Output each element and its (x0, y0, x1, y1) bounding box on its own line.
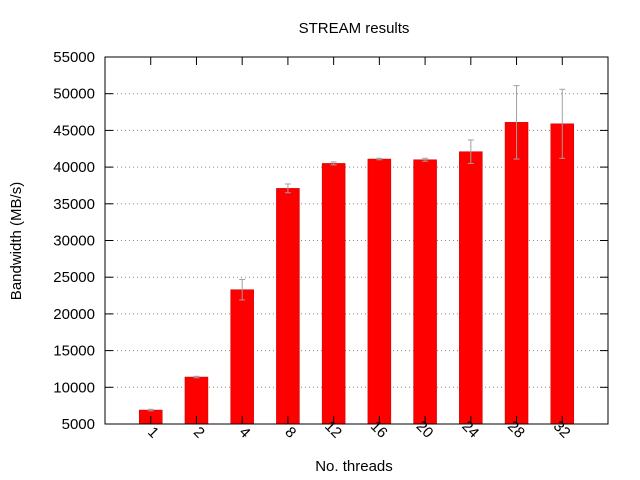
y-tick-label: 55000 (53, 49, 95, 66)
x-tick-label: 1 (144, 424, 162, 442)
bar (459, 151, 483, 425)
plot-frame (104, 56, 609, 425)
x-axis-label: No. threads (315, 458, 393, 475)
bar (276, 188, 300, 425)
y-tick-label: 25000 (53, 269, 95, 286)
error-bars (147, 85, 566, 412)
x-tick-label: 8 (281, 424, 299, 442)
y-tick-label: 10000 (53, 379, 95, 396)
bar (230, 289, 254, 425)
bars (138, 122, 575, 425)
grid-lines (105, 93, 608, 388)
bar (504, 122, 529, 425)
error-bar (193, 375, 200, 379)
y-tick-label: 20000 (53, 306, 95, 323)
error-bar (330, 161, 337, 166)
y-tick-label: 40000 (53, 159, 95, 176)
bar (413, 159, 437, 425)
error-bar (467, 139, 474, 164)
bar (367, 158, 392, 425)
y-tick-label: 35000 (53, 196, 95, 213)
error-bar (147, 408, 154, 412)
y-tick-label: 45000 (53, 122, 95, 139)
x-tick-label: 4 (236, 424, 254, 442)
y-tick-label: 5000 (62, 416, 95, 433)
error-bar (513, 85, 520, 160)
chart-title: STREAM results (299, 20, 410, 37)
y-axis-label: Bandwidth (MB/s) (8, 182, 25, 300)
y-tick-label: 50000 (53, 86, 95, 103)
error-bar (422, 157, 429, 162)
x-tick-label: 2 (190, 424, 208, 442)
y-tick-label: 15000 (53, 343, 95, 360)
error-bar (239, 278, 246, 301)
bar (321, 163, 346, 425)
error-bar (559, 88, 566, 159)
error-bar (376, 157, 383, 161)
error-bar (284, 183, 291, 194)
y-tick-label: 30000 (53, 233, 95, 250)
y-axis: 5000 10000 15000 20000 25000 30000 35000 40000 4… (53, 49, 608, 433)
bar (550, 123, 575, 425)
